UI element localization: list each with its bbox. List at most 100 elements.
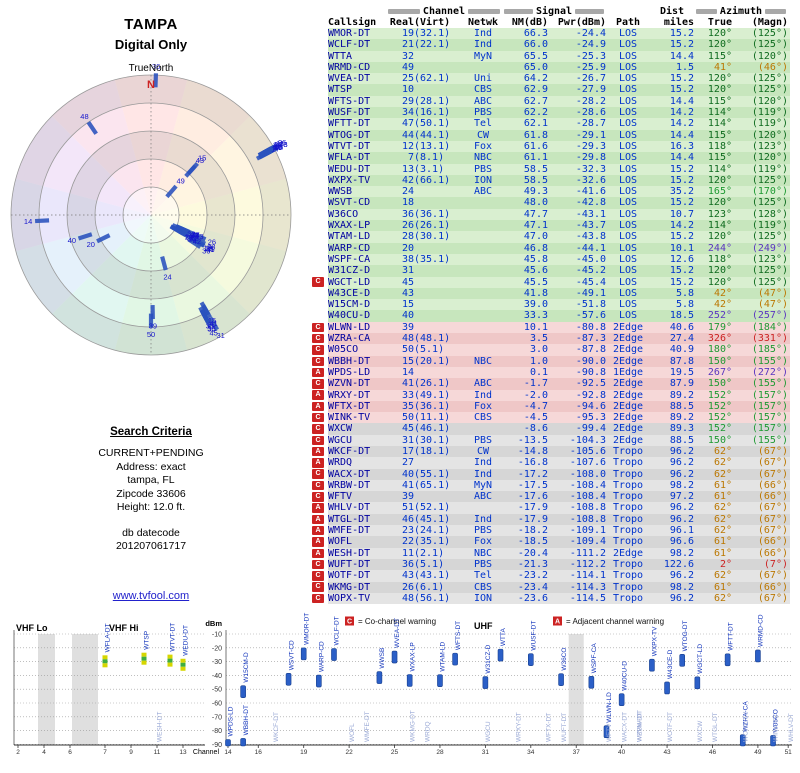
station-label: WUFT-DT [561, 713, 568, 742]
signal-bar [725, 654, 730, 666]
cell-real-channel: 45 [386, 423, 414, 434]
cell-virtual-channel: (48.1) [414, 333, 464, 344]
warning-spacer [312, 85, 324, 95]
cell-nm: -21.3 [502, 559, 548, 570]
cell-callsign: WRBW-DT [328, 480, 386, 491]
cell-path: 2Edge [606, 378, 650, 389]
cell-callsign: WBBH-DT [328, 356, 386, 367]
cell-virtual-channel [414, 457, 464, 468]
cell-distance: 96.1 [650, 525, 694, 536]
svg-text:9: 9 [129, 749, 133, 756]
cell-azimuth-magnetic: (46°) [732, 62, 788, 73]
cell-nm: 46.8 [502, 243, 548, 254]
cell-network [464, 322, 502, 333]
cell-callsign: W05CO [328, 344, 386, 355]
radar-channel-label: 50 [147, 330, 155, 339]
cell-virtual-channel [414, 299, 464, 310]
report-title: TAMPA [0, 16, 302, 33]
radar-channel-label: 14 [24, 217, 32, 226]
co-channel-warning-badge: C [312, 345, 324, 355]
cell-virtual-channel: (35.1) [414, 536, 464, 547]
station-label: WOPX-TV [742, 711, 749, 742]
cell-distance: 14.4 [650, 51, 694, 62]
cell-power: -107.6 [548, 457, 606, 468]
warning-spacer [312, 221, 324, 231]
cell-azimuth-true: 179° [694, 322, 732, 333]
station-label: WARP-CD [319, 641, 326, 672]
cell-azimuth-true: 180° [694, 344, 732, 355]
cell-real-channel: 51 [386, 502, 414, 513]
warning-spacer [312, 97, 324, 107]
tvfool-link[interactable]: www.tvfool.com [0, 590, 302, 602]
station-label: WKCF-DT [273, 712, 280, 742]
cell-nm: -2.0 [502, 390, 548, 401]
svg-text:A: A [555, 619, 560, 626]
cell-distance: 15.2 [650, 265, 694, 276]
cell-callsign: W36CO [328, 209, 386, 220]
cell-azimuth-true: 62° [694, 469, 732, 480]
cell-callsign: WFLA-DT [328, 152, 386, 163]
cell-power: -112.2 [548, 559, 606, 570]
cell-nm: -23.6 [502, 593, 548, 604]
signal-bar [755, 650, 760, 662]
warning-spacer [312, 210, 324, 220]
cell-virtual-channel: (28.1) [414, 96, 464, 107]
station-label: WSVT-CD [288, 640, 295, 670]
radar-channel-label: 40 [68, 236, 76, 245]
cell-azimuth-magnetic: (155°) [732, 378, 788, 389]
cell-callsign: WXCW [328, 423, 386, 434]
cell-power: -26.7 [548, 73, 606, 84]
cell-path: Tropo [606, 514, 650, 525]
station-label: W36CO [561, 648, 568, 671]
cell-virtual-channel: (22.1) [414, 39, 464, 50]
cell-callsign: WXPX-TV [328, 175, 386, 186]
cell-nm: -4.5 [502, 412, 548, 423]
cell-path: 2Edge [606, 356, 650, 367]
signal-bar [407, 675, 412, 687]
cell-virtual-channel: (24.1) [414, 525, 464, 536]
cell-azimuth-magnetic: (125°) [732, 73, 788, 84]
group-header-channel: Channel [386, 6, 502, 17]
cell-power: -51.8 [548, 299, 606, 310]
station-label: WFTS-DT [455, 621, 462, 650]
station-label: WTGL-DT [712, 712, 719, 742]
datecode-label: db datecode [25, 527, 277, 541]
cell-power: -108.8 [548, 502, 606, 513]
cell-distance: 40.9 [650, 344, 694, 355]
cell-power: -42.8 [548, 197, 606, 208]
cell-network [464, 423, 502, 434]
svg-text:13: 13 [179, 749, 187, 756]
cell-path: Tropo [606, 480, 650, 491]
cell-distance: 88.5 [650, 401, 694, 412]
cell-azimuth-true: 114° [694, 118, 732, 129]
cell-network: NBC [464, 356, 502, 367]
svg-text:-50: -50 [212, 687, 222, 694]
cell-network [464, 299, 502, 310]
header-bar [388, 9, 420, 14]
cell-azimuth-true: 115° [694, 152, 732, 163]
cell-nm: 58.5 [502, 164, 548, 175]
cell-path: Tropo [606, 446, 650, 457]
cell-virtual-channel: (49.1) [414, 390, 464, 401]
cell-distance: 12.6 [650, 254, 694, 265]
station-label: WMOR-DT [303, 613, 310, 645]
cell-network: ABC [464, 378, 502, 389]
cell-path: LOS [606, 107, 650, 118]
signal-bar [168, 663, 173, 667]
signal-bar [528, 654, 533, 666]
warning-spacer [312, 131, 324, 141]
cell-azimuth-magnetic: (120°) [732, 152, 788, 163]
cell-virtual-channel: (46.1) [414, 423, 464, 434]
warning-spacer [312, 255, 324, 265]
cell-network: CBS [464, 582, 502, 593]
cell-power: -57.6 [548, 310, 606, 321]
co-channel-warning-badge: C [312, 594, 324, 604]
svg-text:43: 43 [663, 749, 671, 756]
station-label: W43CE-D [667, 649, 674, 679]
station-label: WRDQ [425, 721, 432, 742]
cell-nm: -17.5 [502, 480, 548, 491]
